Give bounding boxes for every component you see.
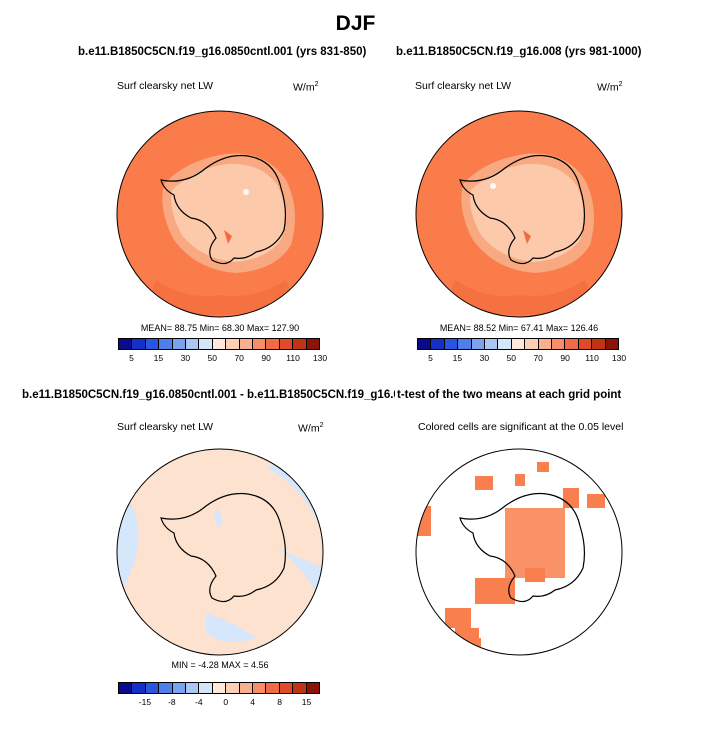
panel4-subtitle: Colored cells are significant at the 0.0… — [418, 421, 624, 433]
colorbar-tick-label: -15 — [138, 697, 152, 707]
page-title: DJF — [335, 12, 376, 35]
colorbar-swatch — [199, 683, 213, 693]
colorbar-swatch — [565, 339, 579, 349]
colorbar-swatch — [418, 339, 432, 349]
colorbar-tick-label: 50 — [207, 353, 217, 363]
panel3-stats: MIN = -4.28 MAX = 4.56 — [171, 660, 269, 670]
colorbar-swatch — [186, 339, 200, 349]
colorbar-swatch — [212, 339, 227, 349]
colorbar-swatch — [159, 339, 173, 349]
colorbar-tick-label: 130 — [611, 353, 627, 363]
colorbar-labels: 5 15 30 50 70 90 110 130 — [118, 350, 327, 363]
colorbar-swatch — [239, 683, 254, 693]
panel1-unit: W/m2 — [293, 81, 319, 94]
colorbar-swatch — [279, 683, 294, 693]
colorbar-labels: 5 15 30 50 70 90 110 130 — [417, 350, 626, 363]
colorbar-tick-label: 4 — [250, 697, 256, 707]
colorbar-tick-label: 70 — [533, 353, 543, 363]
colorbar-tick-label: 30 — [479, 353, 490, 363]
panel2-title: b.e11.B1850C5CN.f19_g16.008 (yrs 981-100… — [396, 46, 642, 58]
colorbar-swatch — [458, 339, 472, 349]
colorbar-tick-label: -4 — [195, 697, 203, 707]
panel2-subtitle: Surf clearsky net LW — [415, 80, 512, 92]
colorbar-labels: -15 -8 -4 0 4 8 15 — [118, 694, 320, 707]
colorbar-tick-label: 50 — [506, 353, 516, 363]
colorbar-tick-label: 90 — [560, 353, 570, 363]
colorbar-swatch — [485, 339, 499, 349]
colorbar-swatches — [417, 338, 619, 350]
panel3-title: b.e11.B1850C5CN.f19_g16.0850cntl.001 - b… — [22, 389, 413, 401]
colorbar-tick-label: 15 — [301, 697, 312, 707]
colorbar-swatch — [119, 683, 133, 693]
colorbar-swatch — [306, 683, 320, 693]
colorbar-swatch — [253, 339, 267, 349]
panel4-title: t-test of the two means at each grid poi… — [395, 389, 622, 401]
colorbar-swatch — [226, 339, 240, 349]
colorbar-swatch — [592, 339, 606, 349]
panel2-stats: MEAN= 88.52 Min= 67.41 Max= 126.46 — [439, 323, 599, 333]
colorbar-swatch — [186, 683, 200, 693]
colorbar-panel1: 5 15 30 50 70 90 110 130 — [118, 338, 327, 363]
colorbar-swatch — [306, 339, 320, 349]
colorbar-swatch — [266, 683, 280, 693]
panel2-unit: W/m2 — [597, 81, 623, 94]
colorbar-swatch — [239, 339, 254, 349]
colorbar-swatch — [431, 339, 445, 349]
colorbar-tick-label: 90 — [261, 353, 271, 363]
colorbar-swatch — [525, 339, 539, 349]
colorbar-swatch — [552, 339, 566, 349]
colorbar-swatch — [498, 339, 512, 349]
colorbar-swatch — [605, 339, 619, 349]
colorbar-swatch — [172, 339, 187, 349]
map-panel4 — [415, 448, 623, 656]
panel1-subtitle: Surf clearsky net LW — [117, 80, 214, 92]
colorbar-swatch — [199, 339, 213, 349]
colorbar-swatch — [266, 339, 280, 349]
colorbar-tick-label: 110 — [286, 353, 300, 363]
colorbar-swatch — [212, 683, 227, 693]
colorbar-tick-label: 5 — [428, 353, 433, 363]
colorbar-swatch — [511, 339, 526, 349]
colorbar-tick-label: -8 — [168, 697, 176, 707]
colorbar-swatch — [279, 339, 294, 349]
colorbar-tick-label: 5 — [129, 353, 134, 363]
colorbar-tick-label: 110 — [585, 353, 599, 363]
colorbar-swatch — [293, 339, 307, 349]
panel1-stats: MEAN= 88.75 Min= 68.30 Max= 127.90 — [140, 323, 300, 333]
colorbar-swatch — [132, 339, 146, 349]
colorbar-panel3: -15 -8 -4 0 4 8 15 — [118, 682, 320, 707]
map-panel3 — [116, 448, 324, 656]
colorbar-swatch — [253, 683, 267, 693]
colorbar-swatch — [444, 339, 459, 349]
colorbar-swatch — [172, 683, 187, 693]
colorbar-tick-label: 70 — [234, 353, 244, 363]
colorbar-tick-label: 0 — [223, 697, 229, 707]
panel3-subtitle: Surf clearsky net LW — [117, 421, 214, 433]
panel1-title: b.e11.B1850C5CN.f19_g16.0850cntl.001 (yr… — [78, 46, 367, 58]
colorbar-swatch — [132, 683, 146, 693]
colorbar-swatch — [538, 339, 553, 349]
colorbar-swatch — [471, 339, 486, 349]
colorbar-swatch — [293, 683, 307, 693]
panel3-unit: W/m2 — [298, 422, 324, 435]
map-panel2 — [415, 110, 623, 318]
colorbar-swatch — [159, 683, 173, 693]
colorbar-tick-label: 15 — [452, 353, 463, 363]
colorbar-tick-label: 30 — [180, 353, 191, 363]
colorbar-tick-label: 130 — [312, 353, 328, 363]
colorbar-swatch — [226, 683, 240, 693]
colorbar-swatch — [119, 339, 133, 349]
map-panel1 — [116, 110, 324, 318]
colorbar-tick-label: 8 — [277, 697, 282, 707]
colorbar-tick-label: 15 — [153, 353, 164, 363]
colorbar-swatches — [118, 682, 320, 694]
colorbar-swatches — [118, 338, 320, 350]
colorbar-swatch — [145, 683, 160, 693]
colorbar-swatch — [578, 339, 593, 349]
colorbar-swatch — [145, 339, 160, 349]
colorbar-panel2: 5 15 30 50 70 90 110 130 — [417, 338, 626, 363]
